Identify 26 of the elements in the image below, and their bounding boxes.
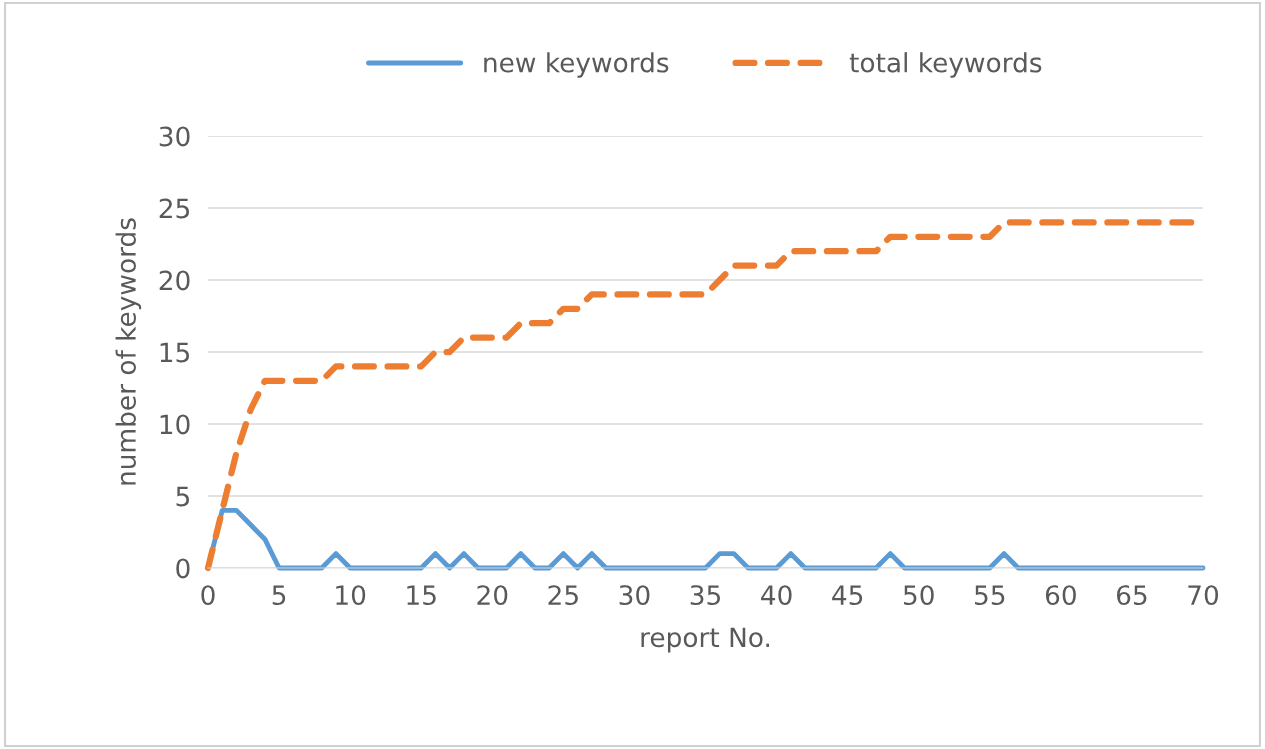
x-tick-label: 55 [975,585,1005,606]
x-tick-label: 20 [477,585,508,606]
y-tick-label: 20 [159,270,190,291]
x-axis-title: report No. [641,627,770,653]
x-tick-label: 50 [903,585,934,606]
x-tick-label: 60 [1045,585,1076,606]
x-tick-label: 30 [619,585,650,606]
y-tick-label: 5 [176,486,190,507]
x-tick-label: 15 [407,585,436,606]
legend-label: new keywords [484,52,669,78]
y-tick-label: 15 [160,342,190,363]
legend-label: total keywords [849,52,1042,78]
x-tick-label: 5 [272,585,286,606]
x-tick-label: 0 [201,585,215,606]
x-tick-label: 25 [548,585,578,606]
x-tick-label: 10 [336,585,366,606]
x-tick-label: 40 [761,585,792,606]
x-tick-label: 35 [690,585,720,606]
y-tick-label: 25 [159,198,190,219]
y-tick-label: 10 [160,414,190,435]
y-tick-label: 30 [159,126,190,147]
x-tick-label: 45 [832,585,863,606]
y-tick-label: 0 [176,558,190,579]
y-axis-title: number of keywords [115,218,142,485]
x-tick-label: 70 [1188,585,1219,606]
x-tick-label: 65 [1116,585,1147,606]
